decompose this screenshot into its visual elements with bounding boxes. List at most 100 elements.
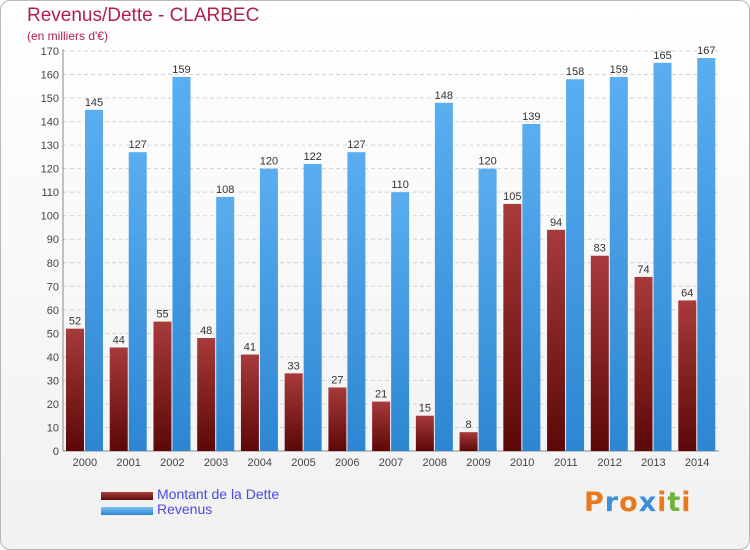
logo-letter: P [584,487,605,518]
x-tick-label: 2005 [291,457,315,469]
bar-debt [284,373,303,451]
y-tick-label: 130 [41,140,59,152]
bar-revenue [172,76,191,451]
x-tick-label: 2007 [379,457,403,469]
proxiti-logo: Proxiti [584,487,692,518]
bar-revenue [522,123,541,452]
bar-debt [109,347,128,451]
y-tick-label: 70 [47,281,59,293]
bar-debt [66,328,84,451]
y-tick-label: 0 [53,446,59,458]
data-label-revenue: 120 [260,156,278,168]
bar-debt [415,415,434,451]
x-tick-label: 2003 [204,457,228,469]
y-tick-label: 20 [47,399,59,411]
bar-revenue [391,192,410,452]
x-tick-label: 2013 [641,457,665,469]
logo-letter: t [667,487,682,518]
logo-letter: x [638,487,658,518]
bar-revenue [653,62,672,451]
data-label-revenue: 159 [610,64,628,76]
bar-debt [634,276,653,451]
bar-revenue [259,168,278,451]
bar-debt [153,321,172,451]
bar-revenue [216,196,235,451]
bar-revenue [566,79,585,451]
data-label-revenue: 159 [172,64,190,76]
x-tick-label: 2008 [422,457,446,469]
data-label-revenue: 165 [653,50,671,62]
y-tick-label: 90 [47,234,59,246]
bar-revenue [85,109,103,451]
bar-revenue [609,76,628,451]
x-tick-label: 2004 [248,457,272,469]
y-tick-label: 110 [41,187,59,199]
data-label-debt: 8 [466,419,472,431]
y-tick-label: 30 [47,375,59,387]
data-label-debt: 74 [637,264,649,276]
data-label-debt: 27 [331,374,343,386]
y-tick-label: 150 [41,93,59,105]
data-label-debt: 44 [113,334,125,346]
data-label-debt: 33 [288,360,300,372]
data-label-revenue: 167 [697,45,715,57]
data-label-revenue: 127 [129,139,147,151]
data-label-debt: 52 [69,316,81,328]
legend-label-revenue: Revenus [157,501,213,517]
data-label-revenue: 122 [303,151,321,163]
y-tick-label: 10 [47,422,59,434]
data-label-revenue: 120 [478,156,496,168]
bar-revenue [434,102,453,451]
y-tick-label: 50 [47,328,59,340]
y-tick-label: 120 [41,164,59,176]
data-label-debt: 48 [200,325,212,337]
y-tick-label: 170 [41,46,59,58]
x-tick-label: 2000 [73,457,97,469]
bar-revenue [478,168,497,451]
data-label-debt: 94 [550,217,562,229]
data-label-revenue: 145 [85,97,103,109]
legend-swatch-revenue [101,507,153,515]
x-tick-label: 2009 [466,457,490,469]
data-label-revenue: 127 [347,139,365,151]
y-tick-label: 100 [41,211,59,223]
bar-debt [197,338,216,451]
x-tick-label: 2011 [554,457,578,469]
x-tick-label: 2012 [597,457,621,469]
data-label-revenue: 158 [566,66,584,78]
bar-debt [372,401,391,451]
x-tick-label: 2010 [510,457,534,469]
data-label-debt: 41 [244,342,256,354]
data-label-revenue: 108 [216,184,234,196]
x-tick-label: 2002 [160,457,184,469]
data-label-revenue: 139 [522,111,540,123]
data-label-debt: 15 [419,403,431,415]
legend-swatch-debt [101,492,153,500]
y-tick-label: 40 [47,352,59,364]
data-label-revenue: 148 [435,90,453,102]
bar-revenue [697,58,716,451]
y-tick-label: 80 [47,258,59,270]
bar-debt [240,354,259,451]
chart-subtitle: (en milliers d'€) [27,29,108,43]
logo-letter: i [681,487,692,518]
data-label-debt: 105 [503,191,521,203]
legend-label-debt: Montant de la Dette [157,486,280,502]
logo-letter: o [619,487,639,518]
bar-debt [459,432,478,451]
data-label-revenue: 110 [391,179,409,191]
logo-letter: r [604,487,620,518]
y-tick-label: 140 [41,117,59,129]
logo-letter: i [657,487,668,518]
x-tick-label: 2006 [335,457,359,469]
bar-debt [678,300,697,451]
bar-debt [503,203,522,451]
bar-revenue [347,152,366,452]
y-tick-label: 60 [47,305,59,317]
data-label-debt: 55 [156,309,168,321]
bar-debt [328,387,347,451]
data-label-debt: 21 [375,389,387,401]
x-tick-label: 2001 [116,457,140,469]
